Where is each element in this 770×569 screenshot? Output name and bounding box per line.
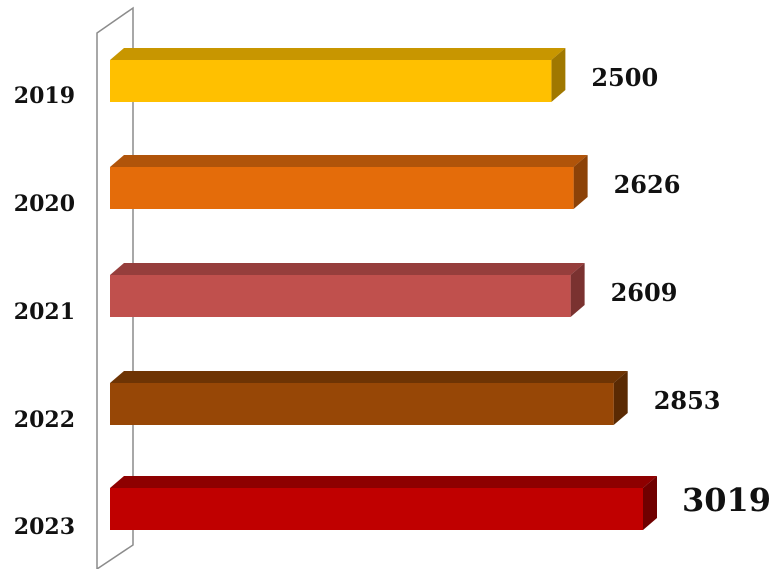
bar-front-face xyxy=(110,167,574,209)
bar-top-face xyxy=(110,155,588,167)
data-label: 2853 xyxy=(654,386,721,415)
bar-2019 xyxy=(110,48,566,102)
category-label: 2022 xyxy=(14,407,75,433)
data-label: 2626 xyxy=(614,170,681,199)
data-label: 2609 xyxy=(611,278,678,307)
bar-side-face xyxy=(570,263,585,317)
bar-side-face xyxy=(551,48,566,102)
data-label: 2500 xyxy=(591,63,658,92)
category-labels: 2019 2020 2021 2022 2023 xyxy=(14,83,75,540)
data-label: 3019 xyxy=(682,481,770,519)
axis-wall xyxy=(96,6,134,569)
bar-side-face xyxy=(643,476,657,530)
bar-top-face xyxy=(110,263,585,275)
bar-top-face xyxy=(110,476,657,488)
bar-side-face xyxy=(573,155,588,209)
bar-top-face xyxy=(110,371,628,383)
category-label: 2021 xyxy=(14,299,75,325)
bar-front-face xyxy=(110,488,643,530)
bar-2022 xyxy=(110,371,628,425)
bar-front-face xyxy=(110,383,614,425)
category-label: 2019 xyxy=(14,83,75,109)
bar-2023 xyxy=(110,476,657,530)
bar-front-face xyxy=(110,275,571,317)
bar-2021 xyxy=(110,263,585,317)
bar-group xyxy=(110,48,657,530)
bar-2020 xyxy=(110,155,588,209)
bar-top-face xyxy=(110,48,566,60)
data-labels: 2500 2626 2609 2853 3019 xyxy=(591,63,770,519)
category-label: 2023 xyxy=(14,514,75,540)
bar-side-face xyxy=(613,371,628,425)
category-label: 2020 xyxy=(14,191,75,217)
bar-front-face xyxy=(110,60,552,102)
chart-wall xyxy=(96,6,134,569)
